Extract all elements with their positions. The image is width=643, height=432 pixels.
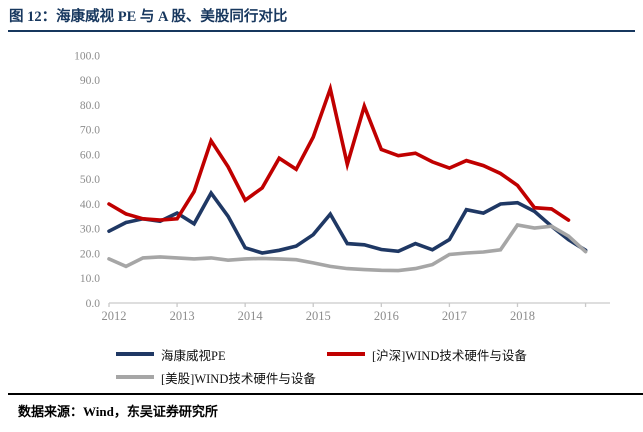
legend-label: 海康威视PE [161,348,226,363]
y-axis-tick-label: 20.0 [80,248,100,260]
legend-swatch-red-line [327,352,365,356]
source-divider [8,393,643,395]
x-axis-tick-label: 2016 [374,309,399,323]
legend-swatch-gray-line [116,375,154,379]
y-axis-tick-label: 60.0 [80,149,100,161]
y-axis-tick-label: 90.0 [80,75,100,87]
legend-swatch-blue-line [116,352,154,356]
chart-line-us-hardware [107,223,588,273]
chart-line-cn-hardware [107,82,571,222]
legend-label: [沪深]WIND技术硬件与设备 [372,348,527,363]
x-axis-tick-label: 2018 [510,309,535,323]
y-axis-tick-label: 80.0 [80,100,100,112]
legend-item-hikvision-pe: 海康威视PE [116,347,226,363]
legend-item-us-hardware: [美股]WIND技术硬件与设备 [116,370,316,386]
y-axis-tick-label: 10.0 [80,273,100,285]
x-axis-tick-label: 2013 [170,309,195,323]
x-axis-tick-label: 2017 [442,309,467,323]
x-axis-tick-label: 2012 [102,309,127,323]
figure-title: 图 12：海康威视 PE 与 A 股、美股同行对比 [9,9,288,25]
y-axis-tick-label: 0.0 [86,298,101,310]
y-axis-tick-label: 30.0 [80,224,100,236]
y-axis-tick-label: 70.0 [80,125,100,137]
data-source-note: 数据来源：Wind，东吴证券研究所 [18,404,218,419]
x-axis-tick-label: 2015 [306,309,331,323]
x-axis-tick-label: 2014 [238,309,264,323]
legend-item-cn-hardware: [沪深]WIND技术硬件与设备 [327,347,527,363]
figure-header: 图 12：海康威视 PE 与 A 股、美股同行对比 [9,4,635,30]
y-axis-tick-label: 50.0 [80,174,100,186]
chart-line-hikvision-pe [107,189,588,255]
title-divider [8,30,635,32]
y-axis-tick-label: 100.0 [74,50,100,62]
y-axis-tick-label: 40.0 [80,199,100,211]
legend-label: [美股]WIND技术硬件与设备 [161,371,316,386]
